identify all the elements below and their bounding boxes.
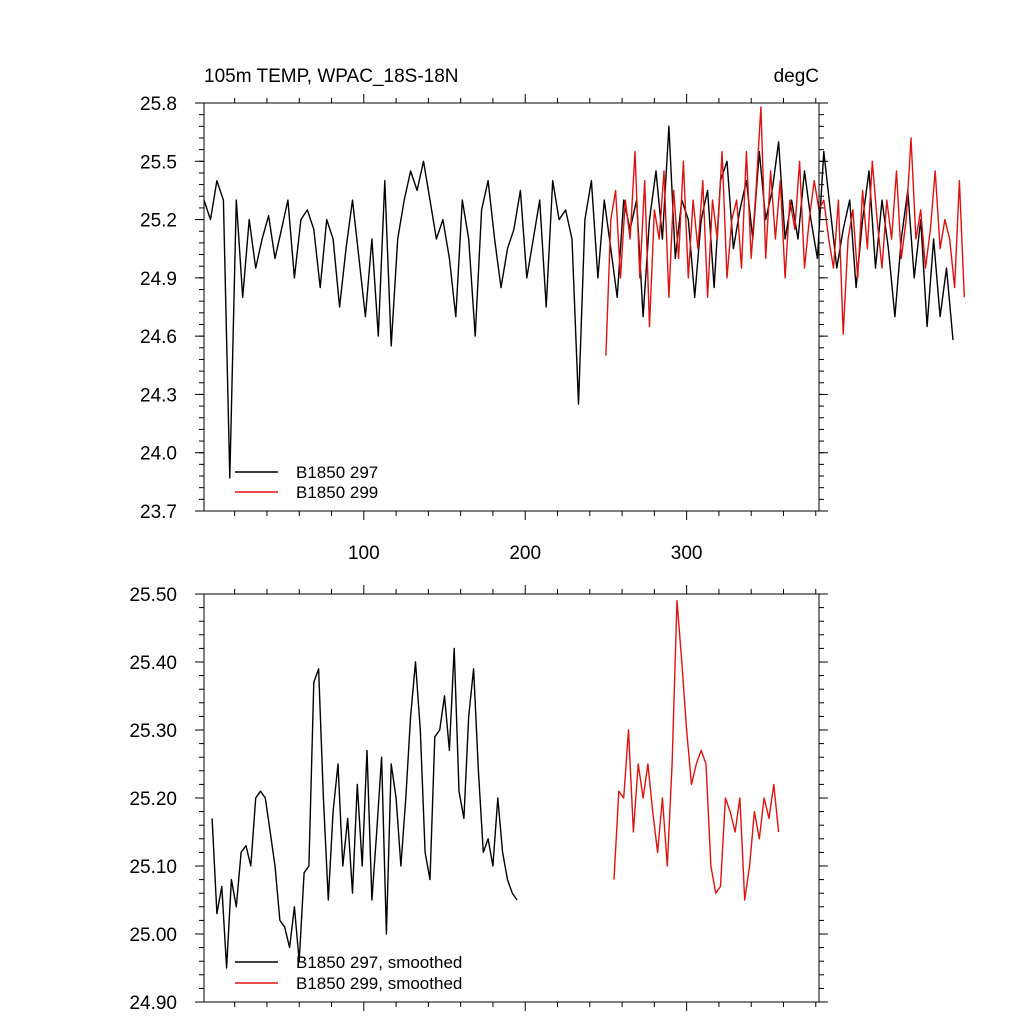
top-series-line-2 [605,106,965,356]
bottom-y-tick-label: 25.10 [129,857,177,878]
bottom-series-layer [211,600,780,969]
top-y-tick-label: 23.7 [140,502,177,523]
top-plot-panel: 105m TEMP, WPAC_18S-18N degC 23.7 24.0 24.… [140,66,965,564]
bottom-legend-label-2: B1850 299, smoothed [296,974,462,993]
top-x-tick-label: 200 [509,543,541,564]
top-y-tick-label: 25.8 [140,94,177,115]
top-y-tick-label: 25.5 [140,152,177,173]
bottom-series-line-1 [211,647,518,969]
top-y-tick-label: 24.3 [140,385,177,406]
top-y-tick-label: 25.2 [140,211,177,232]
top-y-tick-label: 24.0 [140,444,177,465]
bottom-y-tick-label: 25.40 [129,653,177,674]
bottom-y-tick-label: 24.90 [129,993,177,1014]
bottom-y-tick-label: 25.50 [129,585,177,606]
bottom-y-tick-label: 25.00 [129,925,177,946]
top-plot-units: degC [774,66,819,87]
bottom-legend: B1850 297, smoothed B1850 299, smoothed [235,953,462,993]
top-legend-label-1: B1850 297 [296,463,378,482]
top-y-tick-label: 24.6 [140,327,177,348]
top-x-tick-label: 100 [348,543,380,564]
top-series-line-1 [203,125,954,479]
bottom-axis-layer: 24.90 25.00 25.10 25.20 25.30 25.40 25.50 [129,585,828,1014]
bottom-y-tick-label: 25.20 [129,789,177,810]
bottom-series-line-2 [613,600,780,901]
top-legend: B1850 297 B1850 299 [235,463,378,502]
top-plot-title: 105m TEMP, WPAC_18S-18N [204,66,459,87]
top-x-tick-label: 300 [671,543,703,564]
bottom-plot-frame [203,593,820,1003]
top-y-tick-label: 24.9 [140,269,177,290]
top-axis-layer: 23.7 24.0 24.3 24.6 24.9 25.2 25.5 25.8 100 200 30… [140,94,828,564]
bottom-y-tick-label: 25.30 [129,721,177,742]
top-legend-label-2: B1850 299 [296,483,378,502]
top-plot-frame [203,102,820,512]
top-series-layer [203,106,965,479]
bottom-plot-panel: 24.90 25.00 25.10 25.20 25.30 25.40 25.50 B185… [129,585,828,1014]
bottom-legend-label-1: B1850 297, smoothed [296,953,462,972]
